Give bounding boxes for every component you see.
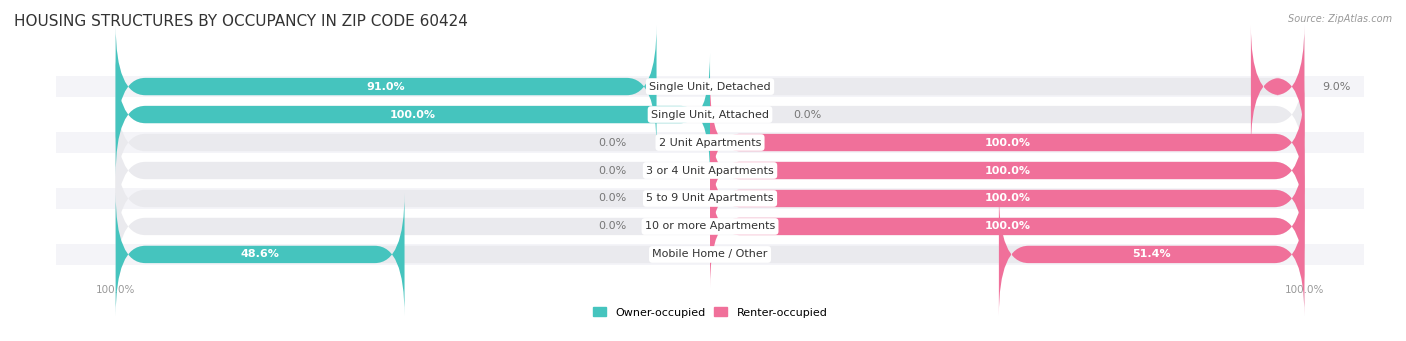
FancyBboxPatch shape [710,109,1305,232]
Text: 3 or 4 Unit Apartments: 3 or 4 Unit Apartments [647,165,773,176]
Bar [56,132,1406,153]
FancyBboxPatch shape [115,137,1305,260]
Text: Single Unit, Detached: Single Unit, Detached [650,81,770,92]
Text: 100.0%: 100.0% [984,137,1031,148]
Text: 51.4%: 51.4% [1132,249,1171,260]
Bar [56,244,1406,265]
FancyBboxPatch shape [115,81,1305,204]
FancyBboxPatch shape [998,193,1305,316]
Text: 100.0%: 100.0% [389,109,436,120]
Text: 0.0%: 0.0% [793,109,821,120]
Text: 0.0%: 0.0% [599,193,627,204]
Text: Mobile Home / Other: Mobile Home / Other [652,249,768,260]
Text: 100.0%: 100.0% [984,165,1031,176]
Legend: Owner-occupied, Renter-occupied: Owner-occupied, Renter-occupied [588,303,832,322]
Text: HOUSING STRUCTURES BY OCCUPANCY IN ZIP CODE 60424: HOUSING STRUCTURES BY OCCUPANCY IN ZIP C… [14,14,468,29]
Text: 48.6%: 48.6% [240,249,280,260]
Text: 0.0%: 0.0% [599,221,627,232]
Text: 10 or more Apartments: 10 or more Apartments [645,221,775,232]
FancyBboxPatch shape [115,53,1305,176]
Text: 100.0%: 100.0% [984,193,1031,204]
Text: 100.0%: 100.0% [984,221,1031,232]
Text: Source: ZipAtlas.com: Source: ZipAtlas.com [1288,14,1392,24]
Text: 0.0%: 0.0% [599,137,627,148]
Bar [56,216,1406,237]
Text: 5 to 9 Unit Apartments: 5 to 9 Unit Apartments [647,193,773,204]
Text: 0.0%: 0.0% [599,165,627,176]
FancyBboxPatch shape [115,165,1305,288]
Text: Single Unit, Attached: Single Unit, Attached [651,109,769,120]
FancyBboxPatch shape [115,25,657,148]
Bar [56,76,1406,97]
FancyBboxPatch shape [710,165,1305,288]
Bar [56,188,1406,209]
FancyBboxPatch shape [115,193,405,316]
FancyBboxPatch shape [115,109,1305,232]
FancyBboxPatch shape [710,137,1305,260]
FancyBboxPatch shape [115,25,1305,148]
FancyBboxPatch shape [710,81,1305,204]
FancyBboxPatch shape [115,53,710,176]
Text: 9.0%: 9.0% [1322,81,1351,92]
FancyBboxPatch shape [115,193,1305,316]
Text: 2 Unit Apartments: 2 Unit Apartments [659,137,761,148]
Bar [56,160,1406,181]
FancyBboxPatch shape [1251,25,1305,148]
Bar [56,104,1406,125]
Text: 91.0%: 91.0% [367,81,405,92]
